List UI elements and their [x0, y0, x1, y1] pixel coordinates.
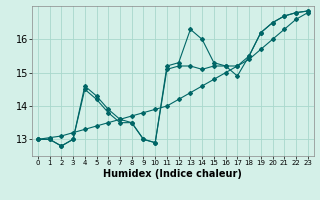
X-axis label: Humidex (Indice chaleur): Humidex (Indice chaleur): [103, 169, 242, 179]
